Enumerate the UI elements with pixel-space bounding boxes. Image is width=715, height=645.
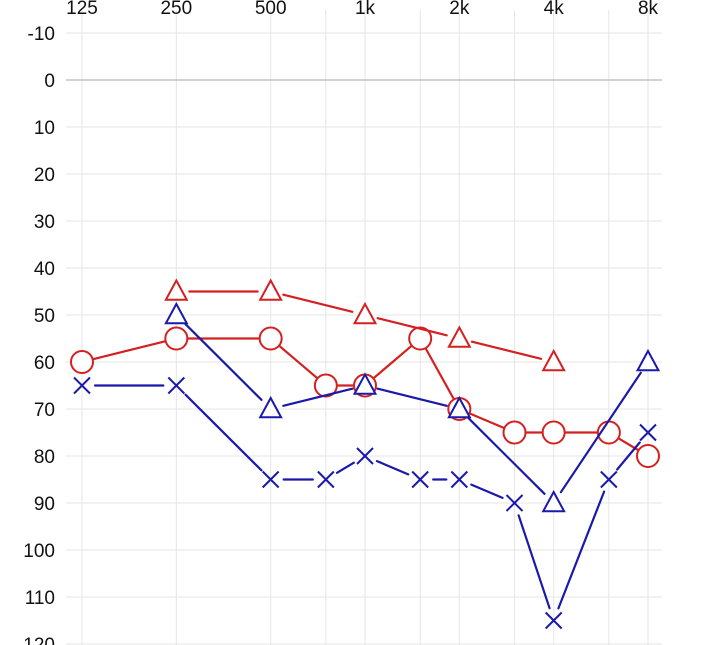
y-tick-label: 100 — [23, 541, 55, 562]
y-tick-label: 110 — [25, 588, 55, 609]
y-tick-label: 40 — [34, 259, 55, 280]
cross-marker — [411, 470, 429, 489]
cross-marker — [317, 470, 335, 489]
triangle-marker — [258, 278, 283, 301]
circle-marker — [258, 326, 283, 351]
series-line-segment — [184, 323, 263, 401]
series-line-segment — [469, 412, 505, 429]
cross-marker — [505, 494, 524, 512]
series-line-segment — [470, 483, 504, 500]
x-tick-label: 4k — [544, 0, 565, 19]
triangle-marker — [352, 301, 378, 325]
series-line-segment — [557, 490, 606, 610]
triangle-marker — [541, 489, 566, 513]
cross-marker — [544, 611, 563, 630]
series-line-segment — [517, 514, 551, 610]
circle-marker — [313, 373, 338, 398]
x-tick-label: 500 — [255, 0, 287, 19]
triangle-marker — [541, 348, 566, 372]
series-line-segment — [335, 461, 355, 474]
series-line-segment — [559, 371, 642, 494]
series-line-segment — [616, 441, 641, 471]
y-tick-label: 90 — [34, 494, 55, 515]
series-line-segment — [278, 345, 318, 379]
triangle-marker — [164, 278, 189, 301]
series-line-segment — [282, 387, 354, 407]
cross-marker — [450, 470, 469, 489]
series-line-segment — [467, 417, 546, 495]
cross-marker — [73, 376, 91, 395]
series-4-triangle — [164, 301, 661, 513]
triangle-marker — [447, 395, 472, 419]
y-tick-label: 50 — [34, 306, 55, 327]
triangle-marker — [164, 301, 189, 325]
circle-marker — [164, 326, 189, 351]
circle-marker — [541, 420, 566, 445]
circle-marker — [408, 326, 433, 351]
y-tick-label: 30 — [34, 212, 55, 233]
series-line-segment — [424, 347, 455, 400]
y-tick-label: 20 — [34, 165, 55, 186]
y-tick-label: 10 — [34, 118, 55, 139]
cross-marker — [261, 470, 280, 489]
triangle-marker — [447, 325, 472, 348]
cross-marker — [639, 423, 657, 442]
x-tick-label: 250 — [160, 0, 192, 19]
series-line-segment — [373, 345, 413, 379]
circle-marker — [70, 350, 94, 374]
y-tick-label: 70 — [34, 400, 55, 421]
cross-marker — [167, 376, 186, 395]
y-tick-label: 120 — [23, 635, 55, 645]
series-line-segment — [184, 393, 263, 472]
triangle-marker — [352, 372, 378, 395]
series-line-segment — [92, 340, 166, 361]
triangle-marker — [258, 395, 283, 419]
y-tick-label: 0 — [44, 71, 55, 92]
x-tick-label: 8k — [638, 0, 659, 19]
y-tick-label: 60 — [34, 353, 55, 374]
series-1-circle — [70, 326, 660, 468]
series-line-segment — [282, 293, 354, 313]
series-line-segment — [375, 459, 410, 476]
series-line-segment — [470, 340, 543, 360]
cross-marker — [356, 447, 374, 465]
y-tick-label: -10 — [28, 24, 55, 45]
cross-marker — [600, 470, 618, 489]
x-tick-label: 125 — [66, 0, 98, 19]
series-layer — [70, 278, 661, 630]
axes: -10 0 10 20 30 40 50 60 70 80 90 100 110 120 125 250 500… — [23, 0, 658, 645]
series-2-triangle — [164, 278, 566, 372]
x-tick-label: 1k — [355, 0, 376, 19]
triangle-marker — [635, 348, 661, 372]
y-tick-label: 80 — [34, 447, 55, 468]
circle-marker — [636, 444, 660, 468]
series-line-segment — [376, 317, 448, 337]
x-tick-label: 2k — [449, 0, 470, 19]
series-3-cross — [73, 376, 657, 630]
grid — [66, 10, 662, 645]
series-line-segment — [376, 387, 448, 407]
circle-marker — [502, 420, 527, 445]
